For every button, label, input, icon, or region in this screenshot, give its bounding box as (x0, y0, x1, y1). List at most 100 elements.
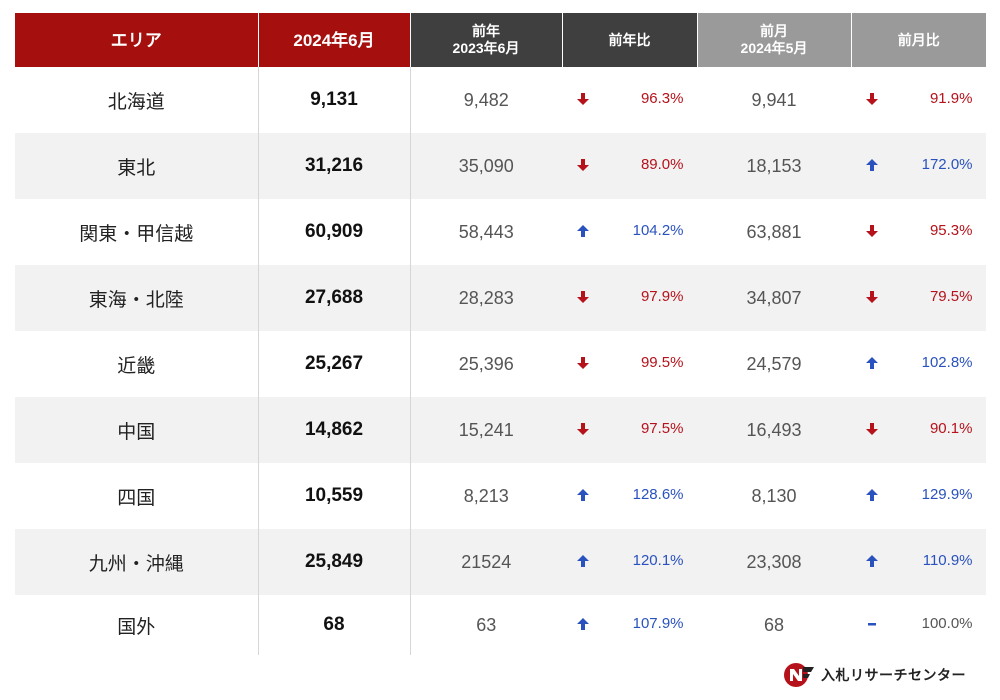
arrow-up-icon (865, 488, 878, 501)
mom-value: 79.5% (929, 288, 973, 306)
arrow-down-icon (576, 422, 589, 435)
arrow-up-icon (576, 224, 589, 237)
prev-month-value-cell: 34,807 (697, 265, 851, 331)
header-yoy: 前年比 (561, 13, 697, 67)
current-value-cell: 25,849 (257, 529, 411, 595)
arrow-up-icon (576, 488, 589, 501)
brand-logo-icon (784, 663, 814, 687)
yoy-cell: 104.2% (562, 199, 697, 265)
table-row: 国外 68 63 107.9% 68 100.0% (15, 595, 986, 655)
prev-year-value-cell: 58,443 (410, 199, 562, 265)
yoy-cell: 89.0% (562, 133, 697, 199)
arrow-down-icon (576, 92, 589, 105)
mom-indicator: 110.9% (865, 552, 973, 569)
current-value-cell: 27,688 (257, 265, 411, 331)
header-current: 2024年6月 (257, 13, 410, 67)
header-area: エリア (15, 13, 258, 67)
area-comparison-table: エリア 2024年6月 前年 2023年6月 前年比 前月 2024年5月 前月… (15, 13, 986, 655)
arrow-up-icon (865, 158, 878, 171)
arrow-up-icon (576, 617, 589, 630)
yoy-cell: 99.5% (562, 331, 697, 397)
yoy-indicator: 99.5% (576, 354, 684, 371)
area-name-cell: 四国 (15, 463, 258, 529)
mom-indicator: 90.1% (865, 420, 973, 437)
yoy-indicator: 89.0% (576, 156, 684, 173)
area-name-cell: 国外 (15, 595, 258, 655)
table-header-row: エリア 2024年6月 前年 2023年6月 前年比 前月 2024年5月 前月… (15, 13, 986, 67)
area-name-cell: 関東・甲信越 (15, 199, 258, 265)
prev-year-value-cell: 28,283 (410, 265, 562, 331)
mom-value: 102.8% (921, 354, 973, 372)
yoy-indicator: 128.6% (576, 486, 684, 503)
arrow-down-icon (865, 290, 878, 303)
area-name-cell: 九州・沖縄 (15, 529, 258, 595)
table-row: 東海・北陸 27,688 28,283 97.9% 34,807 79.5% (15, 265, 986, 331)
area-name-cell: 東海・北陸 (15, 265, 258, 331)
mom-value: 172.0% (921, 156, 973, 174)
yoy-indicator: 120.1% (576, 552, 684, 569)
dash-icon (867, 622, 876, 626)
mom-value: 95.3% (929, 222, 973, 240)
yoy-cell: 120.1% (562, 529, 697, 595)
mom-cell: 102.8% (851, 331, 986, 397)
yoy-cell: 107.9% (562, 595, 697, 655)
prev-year-value-cell: 8,213 (410, 463, 562, 529)
prev-month-value-cell: 9,941 (697, 67, 851, 133)
mom-cell: 129.9% (851, 463, 986, 529)
yoy-value: 107.9% (632, 615, 684, 633)
mom-value: 91.9% (929, 90, 973, 108)
arrow-down-icon (865, 224, 878, 237)
mom-indicator: 100.0% (865, 615, 973, 632)
mom-cell: 95.3% (851, 199, 986, 265)
area-name-cell: 東北 (15, 133, 258, 199)
mom-value: 100.0% (921, 615, 973, 633)
yoy-indicator: 96.3% (576, 90, 684, 107)
current-value-cell: 60,909 (257, 199, 411, 265)
yoy-value: 99.5% (640, 354, 684, 372)
mom-cell: 91.9% (851, 67, 986, 133)
mom-indicator: 91.9% (865, 90, 973, 107)
yoy-value: 97.9% (640, 288, 684, 306)
arrow-up-icon (865, 356, 878, 369)
mom-value: 90.1% (929, 420, 973, 438)
current-value-cell: 9,131 (257, 67, 411, 133)
prev-month-value-cell: 68 (697, 595, 851, 655)
table-row: 九州・沖縄 25,849 21524 120.1% 23,308 110.9% (15, 529, 986, 595)
mom-value: 110.9% (922, 552, 973, 570)
yoy-cell: 96.3% (562, 67, 697, 133)
prev-month-value-cell: 16,493 (697, 397, 851, 463)
table-row: 四国 10,559 8,213 128.6% 8,130 129.9% (15, 463, 986, 529)
mom-indicator: 102.8% (865, 354, 973, 371)
header-prev-month-label: 前月 (760, 23, 788, 39)
mom-indicator: 95.3% (865, 222, 973, 239)
mom-indicator: 79.5% (865, 288, 973, 305)
header-prev-month-sublabel: 2024年5月 (740, 40, 808, 56)
table-row: 北海道 9,131 9,482 96.3% 9,941 91.9% (15, 67, 986, 133)
prev-month-value-cell: 63,881 (697, 199, 851, 265)
current-value-cell: 10,559 (257, 463, 411, 529)
arrow-up-icon (865, 554, 878, 567)
yoy-value: 97.5% (640, 420, 684, 438)
yoy-cell: 97.9% (562, 265, 697, 331)
prev-year-value-cell: 25,396 (410, 331, 562, 397)
area-name-cell: 近畿 (15, 331, 258, 397)
table-row: 東北 31,216 35,090 89.0% 18,153 172.0% (15, 133, 986, 199)
arrow-down-icon (865, 422, 878, 435)
prev-month-value-cell: 8,130 (697, 463, 851, 529)
prev-year-value-cell: 35,090 (410, 133, 562, 199)
mom-indicator: 129.9% (865, 486, 973, 503)
prev-year-value-cell: 63 (410, 595, 562, 655)
prev-month-value-cell: 24,579 (697, 331, 851, 397)
yoy-indicator: 97.5% (576, 420, 684, 437)
mom-cell: 172.0% (851, 133, 986, 199)
prev-year-value-cell: 21524 (410, 529, 562, 595)
header-prev-month: 前月 2024年5月 (696, 13, 851, 67)
mom-cell: 90.1% (851, 397, 986, 463)
yoy-value: 89.0% (640, 156, 684, 174)
arrow-down-icon (865, 92, 878, 105)
arrow-down-icon (576, 356, 589, 369)
table-row: 中国 14,862 15,241 97.5% 16,493 90.1% (15, 397, 986, 463)
yoy-cell: 128.6% (562, 463, 697, 529)
table-row: 関東・甲信越 60,909 58,443 104.2% 63,881 95.3% (15, 199, 986, 265)
prev-year-value-cell: 15,241 (410, 397, 562, 463)
